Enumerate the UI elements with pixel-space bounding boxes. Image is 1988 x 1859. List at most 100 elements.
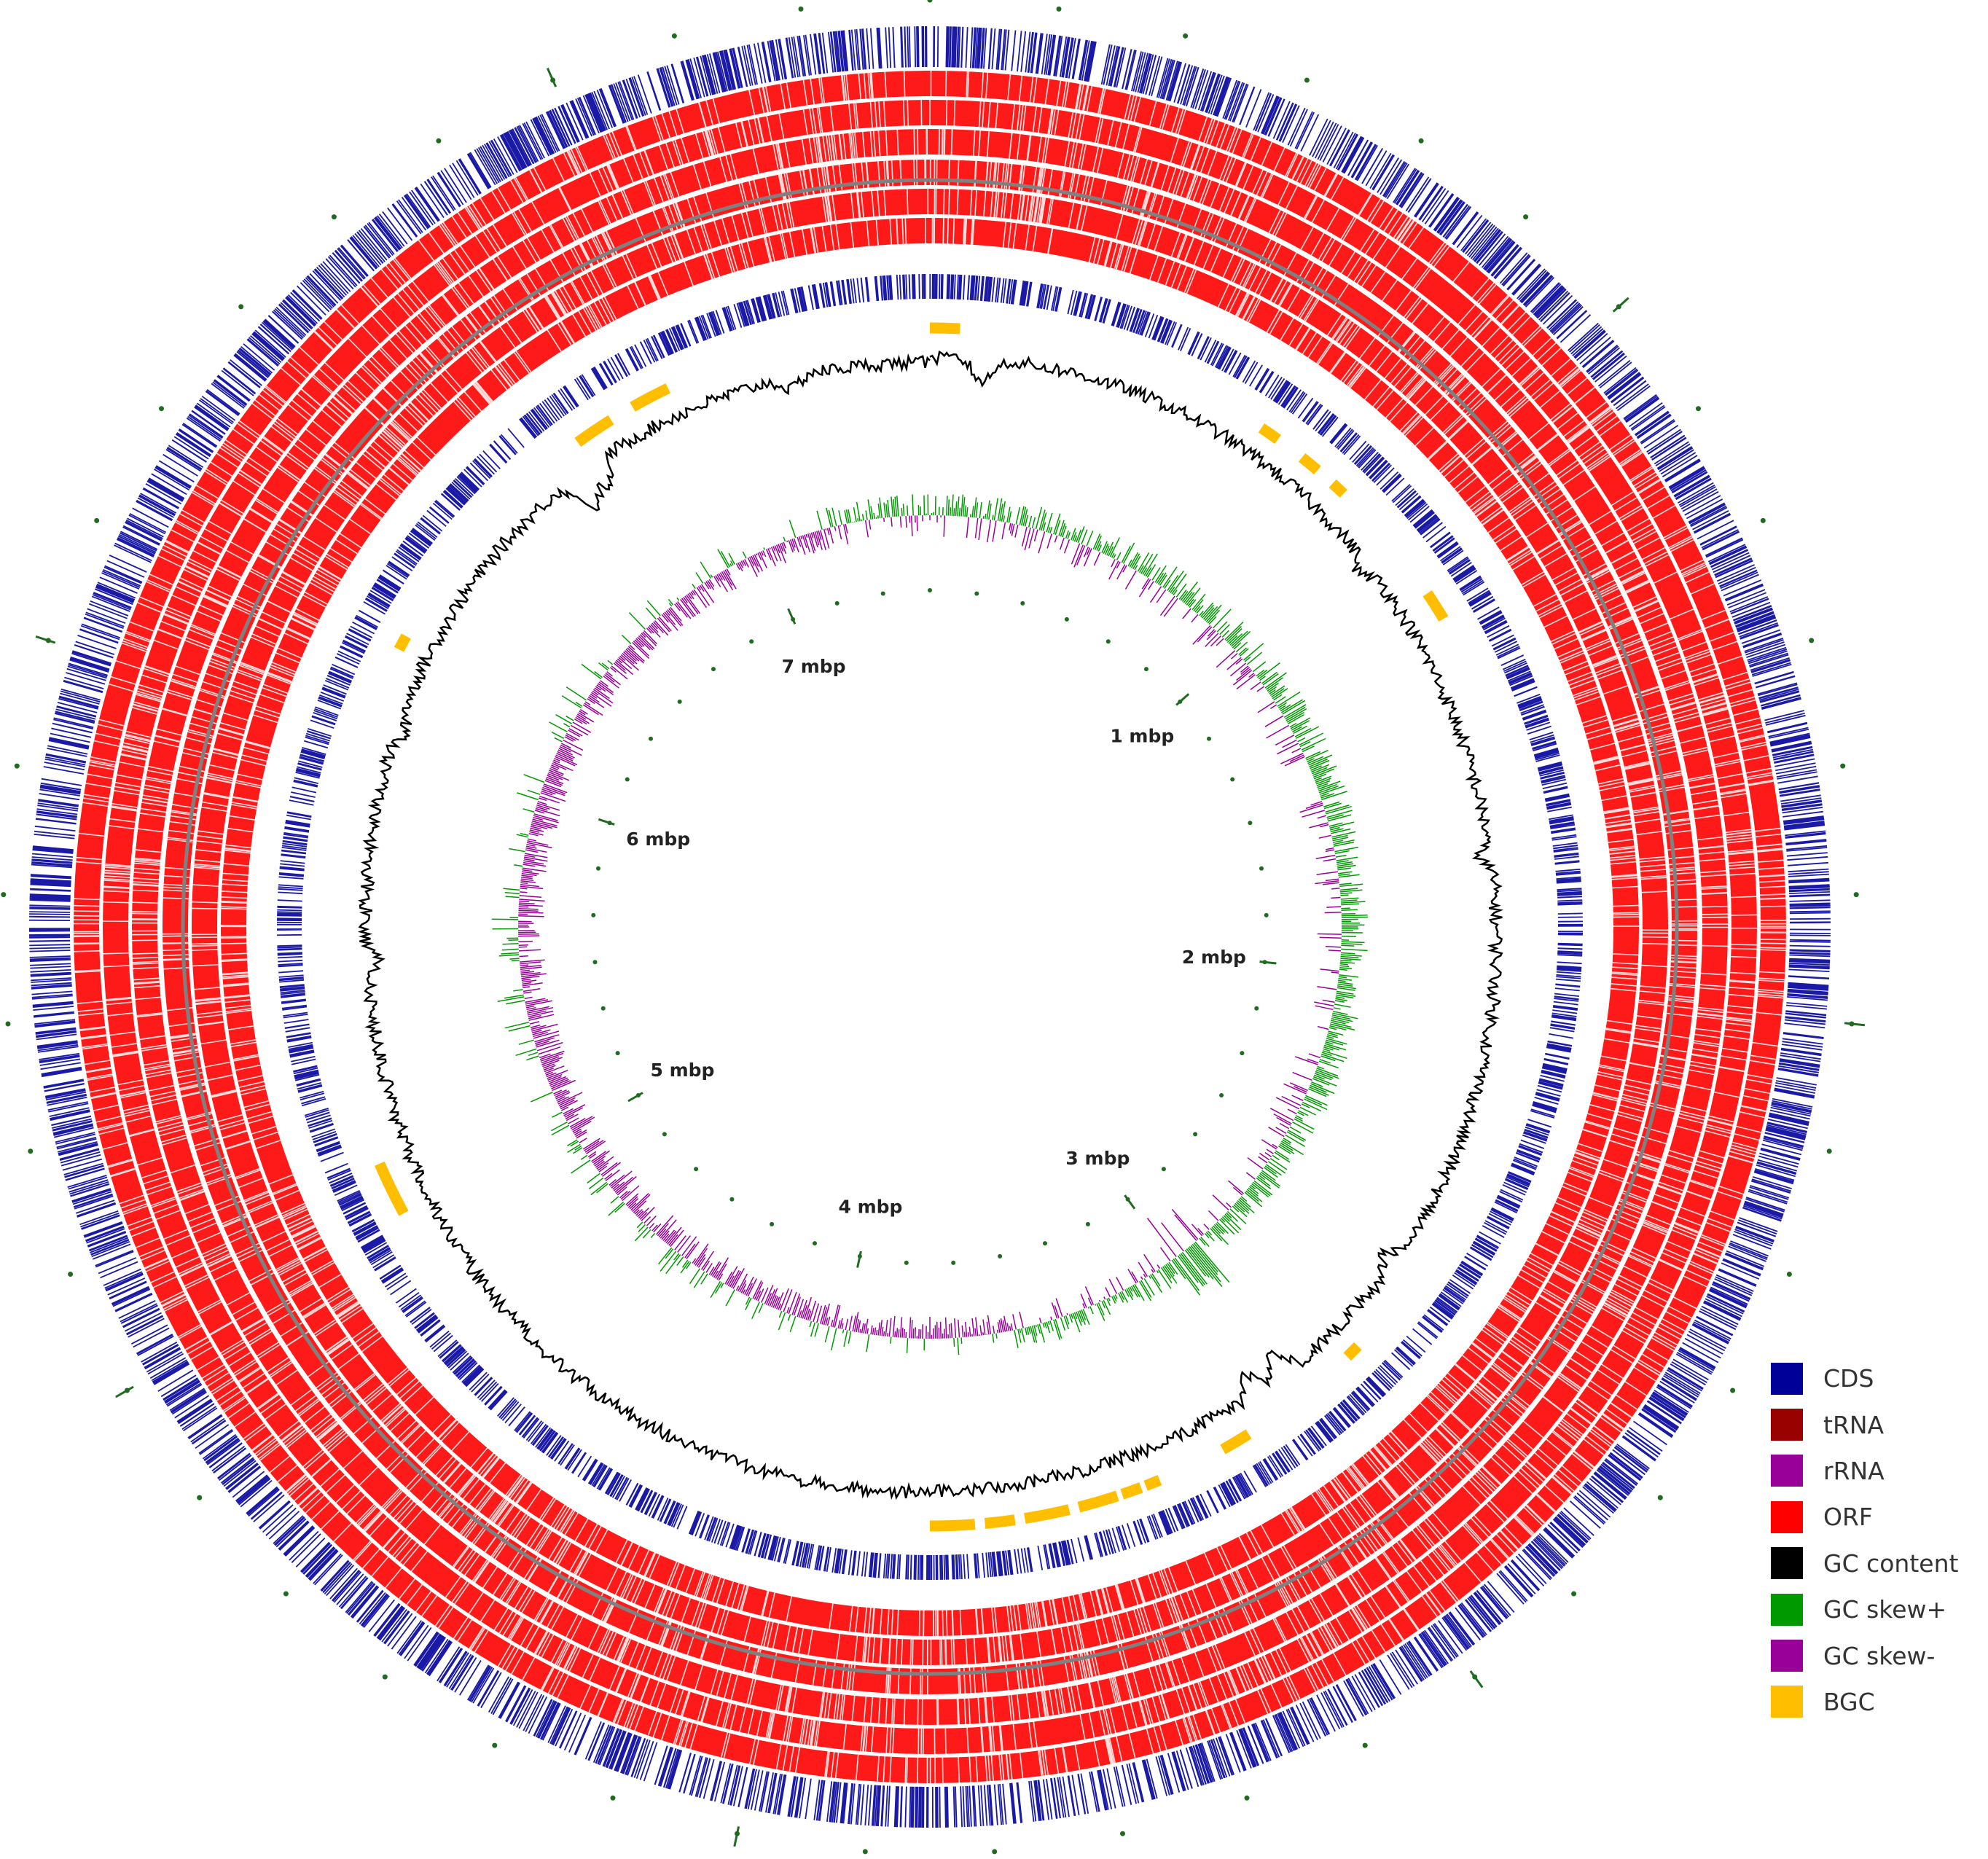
outer-major-tick — [35, 635, 56, 644]
bgc-track — [375, 322, 1449, 1532]
inner-tick-dot — [1193, 1132, 1198, 1137]
outer-tick-dot — [14, 763, 20, 769]
outer-tick-dot — [331, 214, 337, 220]
orf-track-2-gaps — [102, 100, 1757, 1755]
cds-track-outer — [28, 26, 1831, 1828]
outer-tick-dot — [1786, 1272, 1792, 1277]
legend-swatch — [1771, 1640, 1803, 1672]
orf-track-6-gaps — [220, 217, 1640, 1637]
outer-tick-dot — [862, 1849, 868, 1855]
bgc-region — [1077, 1490, 1119, 1513]
outer-tick-dot — [798, 6, 804, 12]
orf-track-6-band — [221, 218, 1639, 1636]
tick-label-1-mbp: 1 mbp — [1110, 726, 1174, 747]
outer-tick-dot — [1244, 1795, 1250, 1801]
legend-label: tRNA — [1823, 1410, 1885, 1439]
legend-swatch — [1771, 1547, 1803, 1580]
outer-tick-dot — [1523, 214, 1529, 220]
legend-item-rrna: rRNA — [1771, 1448, 1982, 1494]
inner-tick-dot — [998, 1253, 1003, 1259]
inner-tick-dot — [1144, 667, 1148, 672]
inner-tick-dot — [1020, 600, 1025, 606]
tick-label-2-mbp: 2 mbp — [1182, 947, 1246, 968]
tick-label-4-mbp: 4 mbp — [839, 1196, 903, 1217]
outer-tick-dot — [5, 1021, 11, 1027]
inner-tick-dot — [1043, 1241, 1047, 1246]
outer-tick-dot — [436, 138, 442, 144]
outer-tick-dot — [1809, 638, 1815, 643]
inner-tick-dot — [596, 866, 600, 871]
inner-tick-dot — [615, 1051, 620, 1056]
outer-tick-dot — [1853, 892, 1859, 898]
gc-skew-plot — [491, 494, 1368, 1355]
bgc-region — [984, 1514, 1016, 1529]
gc-content-plot — [357, 350, 1504, 1500]
bgc-region — [574, 415, 614, 447]
outer-tick-dot — [238, 304, 244, 310]
bgc-region — [375, 1161, 409, 1216]
bgc-region — [1143, 1475, 1162, 1491]
outer-tick-dot — [197, 1495, 203, 1500]
tick-label-7-mbp: 7 mbp — [782, 656, 846, 677]
legend-label: rRNA — [1823, 1456, 1885, 1485]
inner-tick-dot — [662, 1132, 667, 1137]
orf-track-4-gaps — [162, 159, 1698, 1695]
bgc-region — [1328, 479, 1347, 498]
bgc-region — [394, 633, 411, 652]
legend-item-cds: CDS — [1771, 1355, 1982, 1401]
outer-tick-dot — [28, 1148, 34, 1154]
outer-tick-dot — [992, 1849, 998, 1855]
legend-swatch — [1771, 1362, 1803, 1395]
legend-swatch — [1771, 1593, 1803, 1626]
inner-tick-dot — [974, 591, 979, 596]
legend-label: CDS — [1823, 1364, 1874, 1393]
scale-labels: 1 mbp 2 mbp 3 mbp 4 mbp 5 mbp 6 mbp 7 mb… — [626, 656, 1246, 1218]
outer-tick-dot — [1840, 763, 1846, 769]
inner-major-tick — [627, 1092, 643, 1103]
inner-tick-dot — [677, 699, 682, 704]
inner-tick-dot — [770, 1221, 775, 1226]
inner-tick-dot — [649, 736, 653, 741]
inner-tick-dot — [928, 588, 932, 592]
outer-tick-dot — [1730, 1388, 1736, 1393]
inner-tick-dot — [1105, 639, 1111, 644]
inner-tick-dot — [904, 1260, 909, 1265]
genome-backbone-ring — [181, 178, 1679, 1676]
bgc-region — [1120, 1482, 1143, 1500]
outer-tick-marks — [1, 0, 1866, 1855]
outer-tick-dot — [1657, 1495, 1663, 1500]
legend-item-gc-content: GC content — [1771, 1541, 1982, 1586]
outer-tick-dot — [1304, 77, 1310, 83]
outer-tick-dot — [1696, 406, 1701, 412]
orf-track-1-gaps — [73, 71, 1787, 1784]
legend-item-orf: ORF — [1771, 1494, 1982, 1540]
outer-tick-dot — [1826, 1148, 1832, 1154]
outer-tick-dot — [492, 1742, 498, 1748]
outer-tick-dot — [68, 1272, 74, 1277]
legend-label: BGC — [1823, 1687, 1875, 1716]
inner-major-tick — [1124, 1194, 1136, 1210]
outer-tick-dot — [1183, 33, 1189, 39]
legend-item-bgc: BGC — [1771, 1679, 1982, 1725]
outer-major-tick — [546, 67, 557, 87]
inner-tick-dot — [1254, 1006, 1259, 1011]
inner-tick-dot — [1230, 777, 1235, 782]
outer-major-tick — [733, 1826, 740, 1847]
outer-tick-dot — [1418, 138, 1424, 144]
tick-label-5-mbp: 5 mbp — [651, 1060, 715, 1081]
legend-swatch — [1771, 1455, 1803, 1487]
inner-major-tick — [787, 608, 797, 625]
inner-tick-dot — [600, 1006, 606, 1011]
outer-tick-dot — [159, 406, 164, 412]
legend-label: ORF — [1823, 1503, 1873, 1532]
inner-scale-ticks — [591, 588, 1277, 1268]
inner-tick-dot — [1207, 736, 1211, 741]
inner-tick-dot — [1219, 1093, 1224, 1097]
tick-label-6-mbp: 6 mbp — [626, 829, 690, 850]
inner-tick-dot — [834, 600, 840, 606]
outer-major-tick — [1844, 1022, 1866, 1027]
inner-tick-dot — [729, 1197, 735, 1202]
bgc-region — [1220, 1429, 1252, 1455]
legend-label: GC skew- — [1823, 1641, 1936, 1670]
